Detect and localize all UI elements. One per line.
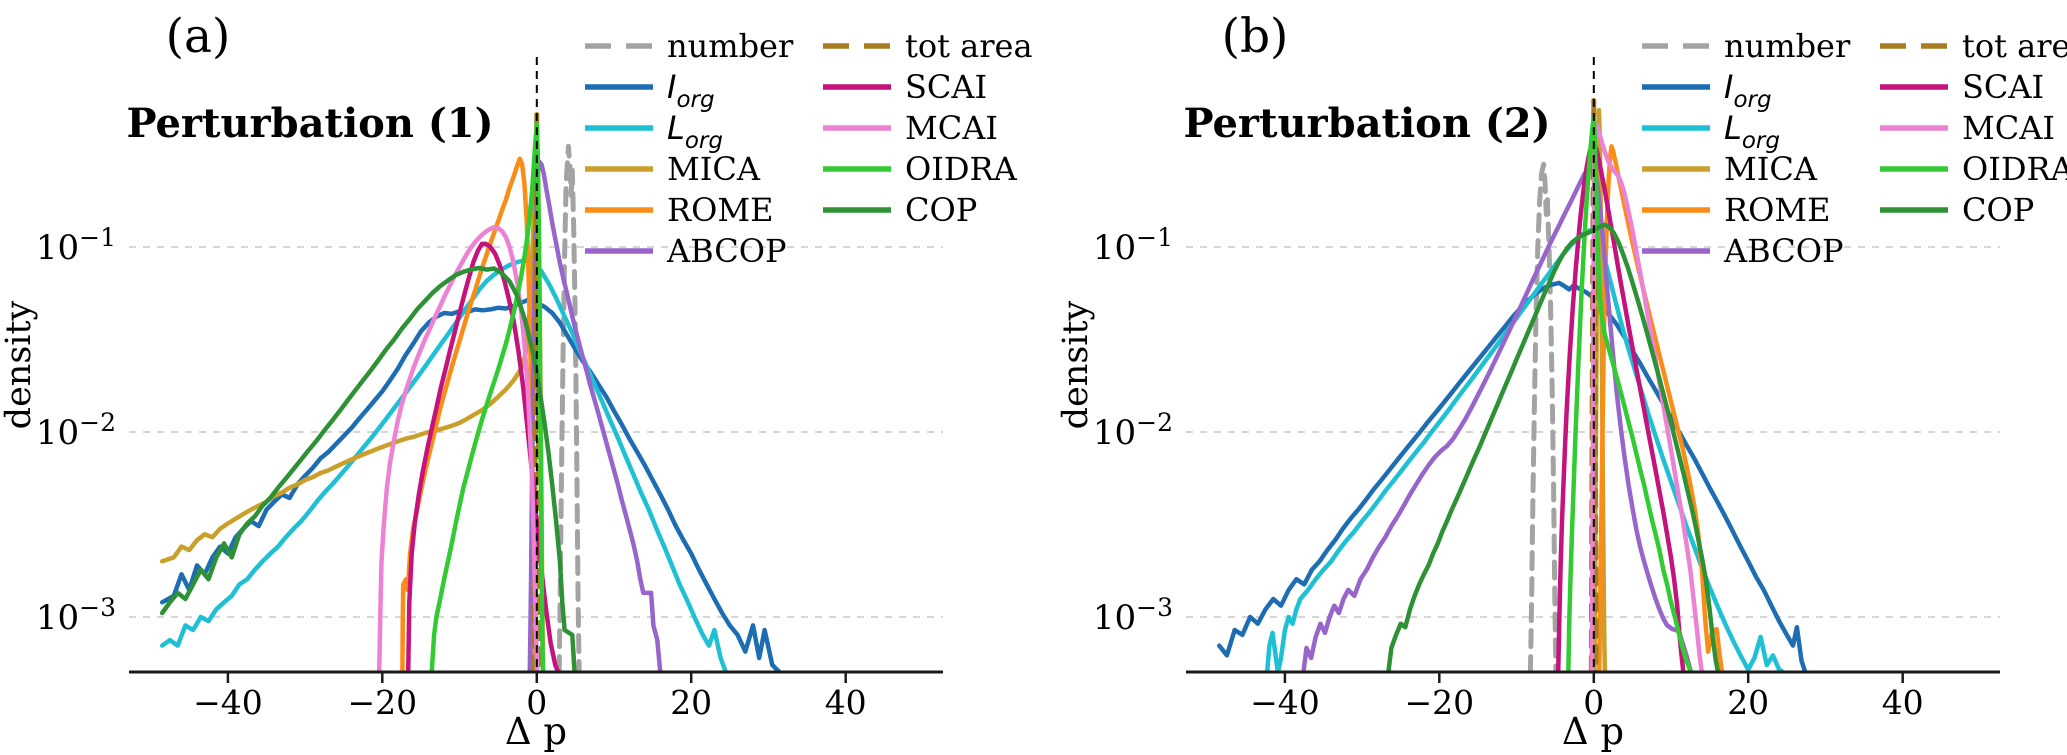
x-tick-label: −20 xyxy=(347,683,417,722)
legend-item-SCAI: SCAI xyxy=(823,68,987,106)
series-line-COP xyxy=(159,265,577,672)
panel-title: Perturbation (2) xyxy=(1183,100,1550,147)
series-line-ABCOP xyxy=(1301,162,1694,672)
legend-item-ABCOP: ABCOP xyxy=(585,232,786,270)
panel-a: −40 −20 0 20 40 10−1 10−2 10−3 Δ p density (a) Pert… xyxy=(0,9,1033,753)
legend-item-OIDRA: OIDRA xyxy=(1880,150,2067,188)
legend-label-SCAI: SCAI xyxy=(905,68,987,106)
legend-label-MCAI: MCAI xyxy=(1962,109,2055,147)
legend-label-ABCOP: ABCOP xyxy=(1723,232,1843,270)
series-line-Iorg xyxy=(159,297,783,672)
x-axis-label: Δ p xyxy=(505,710,567,753)
legend-label-OIDRA: OIDRA xyxy=(1962,150,2067,188)
series-line-Iorg xyxy=(1216,280,1808,672)
legend-item-SCAI: SCAI xyxy=(1880,68,2044,106)
x-tick-label: 40 xyxy=(1882,683,1924,722)
y-tick-label: 10−2 xyxy=(36,408,116,453)
y-tick-label: 10−3 xyxy=(1093,593,1173,638)
legend-label-Iorg: Iorg xyxy=(667,68,715,113)
series-line-ABCOP xyxy=(527,159,663,672)
legend-label-number: number xyxy=(667,27,794,65)
legend-label-COP: COP xyxy=(905,191,977,229)
legend-label-Lorg: Lorg xyxy=(1724,109,1780,154)
x-tick-label: 40 xyxy=(825,683,867,722)
legend-item-OIDRA: OIDRA xyxy=(823,150,1018,188)
legend-label-Iorg: Iorg xyxy=(1724,68,1772,113)
legend-item-Iorg: Iorg xyxy=(585,68,715,113)
x-tick-label: −40 xyxy=(1250,683,1320,722)
panel-letter: (a) xyxy=(166,9,231,64)
legend-item-MCAI: MCAI xyxy=(823,109,998,147)
legend-label-MCAI: MCAI xyxy=(905,109,998,147)
legend-label-COP: COP xyxy=(1962,191,2034,229)
x-tick-label: 0 xyxy=(1583,683,1604,722)
series-line-OIDRA xyxy=(1566,115,1694,672)
series-line-number xyxy=(556,143,582,672)
legend-item-Iorg: Iorg xyxy=(1642,68,1772,113)
series-line-SCAI xyxy=(1555,140,1686,672)
legend-label-ROME: ROME xyxy=(1724,191,1830,229)
legend-item-ROME: ROME xyxy=(585,191,773,229)
legend-item-COP: COP xyxy=(1880,191,2034,229)
legend-label-MICA: MICA xyxy=(1724,150,1818,188)
y-tick-label: 10−1 xyxy=(36,223,116,268)
x-tick-label: −20 xyxy=(1404,683,1474,722)
legend-item-ABCOP: ABCOP xyxy=(1642,232,1843,270)
legend-item-MICA: MICA xyxy=(1642,150,1818,188)
legend-item-MCAI: MCAI xyxy=(1880,109,2055,147)
legend-label-ABCOP: ABCOP xyxy=(666,232,786,270)
legend-item-ROME: ROME xyxy=(1642,191,1830,229)
legend-item-tot_area: tot area xyxy=(1880,27,2067,65)
x-tick-label: −40 xyxy=(193,683,263,722)
y-tick-label: 10−2 xyxy=(1093,408,1173,453)
legend-label-tot_area: tot area xyxy=(1962,27,2067,65)
legend-item-number: number xyxy=(1642,27,1851,65)
x-tick-label: 0 xyxy=(526,683,547,722)
legend-item-number: number xyxy=(585,27,794,65)
series-line-number xyxy=(1527,161,1559,672)
series-line-Lorg xyxy=(1264,227,1786,672)
legend-label-number: number xyxy=(1724,27,1851,65)
legend-item-MICA: MICA xyxy=(585,150,761,188)
series-group xyxy=(159,112,783,672)
legend-item-Lorg: Lorg xyxy=(1642,109,1780,154)
legend-item-Lorg: Lorg xyxy=(585,109,723,154)
legend-item-tot_area: tot area xyxy=(823,27,1033,65)
x-axis-label: Δ p xyxy=(1562,710,1624,753)
x-tick-label: 20 xyxy=(670,683,712,722)
legend-item-COP: COP xyxy=(823,191,977,229)
y-tick-label: 10−1 xyxy=(1093,223,1173,268)
y-tick-label: 10−3 xyxy=(36,593,116,638)
series-group xyxy=(1216,98,1808,672)
panel-b: −40 −20 0 20 40 10−1 10−2 10−3 Δ p density (b) Pert… xyxy=(1056,9,2067,753)
x-tick-label: 20 xyxy=(1727,683,1769,722)
legend-label-ROME: ROME xyxy=(667,191,773,229)
legend-label-OIDRA: OIDRA xyxy=(905,150,1018,188)
legend-label-tot_area: tot area xyxy=(905,27,1033,65)
panel-title: Perturbation (1) xyxy=(126,100,493,147)
legend-label-SCAI: SCAI xyxy=(1962,68,2044,106)
panel-letter: (b) xyxy=(1222,9,1289,64)
series-line-Lorg xyxy=(159,257,729,672)
y-axis-label: density xyxy=(0,300,39,429)
series-line-COP xyxy=(1386,222,1721,672)
y-axis-label: density xyxy=(1056,300,1096,429)
legend-label-Lorg: Lorg xyxy=(667,109,723,154)
legend-label-MICA: MICA xyxy=(667,150,761,188)
